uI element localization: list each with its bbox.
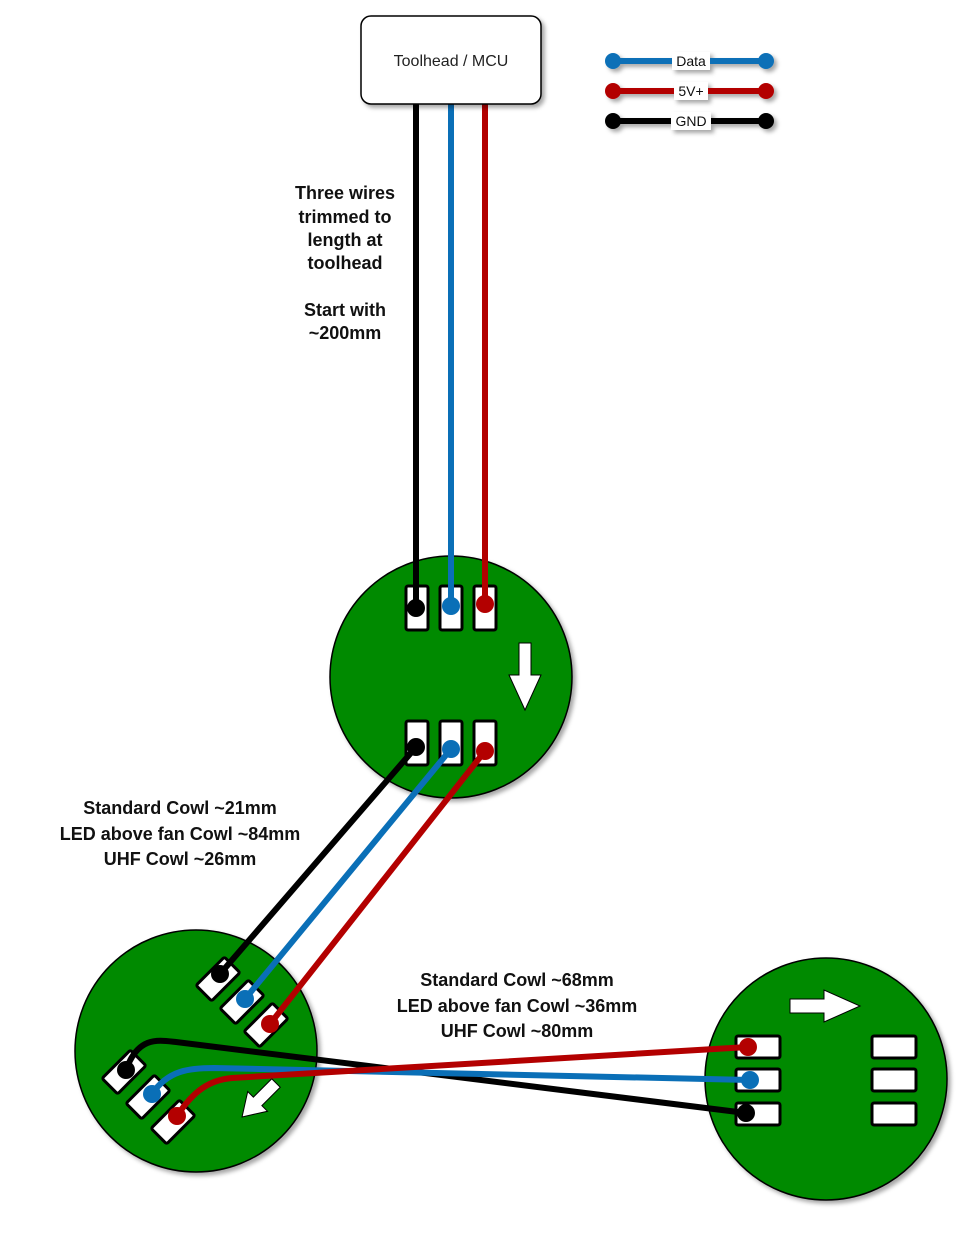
board-3-pad-out-1 (870, 1034, 918, 1060)
solder-5v-2b (261, 1015, 279, 1033)
note-bottom-line-3: UHF Cowl ~80mm (441, 1021, 594, 1041)
legend-item-gnd: GND (605, 112, 774, 130)
legend-label-gnd: GND (675, 113, 706, 129)
wires-board-1-to-board-2 (211, 738, 494, 1033)
note-middle-line-2: LED above fan Cowl ~84mm (60, 824, 301, 844)
note-top-line-3: length at (308, 230, 383, 250)
legend-label-data: Data (676, 53, 706, 69)
board-1-direction-arrow-icon (508, 642, 542, 712)
note-top-line-7: ~200mm (309, 323, 382, 343)
note-top-line-2: trimmed to (298, 207, 391, 227)
note-top-line-4: toolhead (308, 253, 383, 273)
legend-item-5v: 5V+ (605, 82, 774, 100)
solder-5v-2a (476, 742, 494, 760)
note-bottom-line-2: LED above fan Cowl ~36mm (397, 996, 638, 1016)
note-top-wires: Three wires trimmed to length at toolhea… (295, 183, 395, 343)
legend-item-data: Data (605, 52, 774, 70)
note-middle-line-1: Standard Cowl ~21mm (83, 798, 277, 818)
solder-data-3a (143, 1085, 161, 1103)
solder-gnd-3a (117, 1061, 135, 1079)
solder-5v-1 (476, 595, 494, 613)
solder-data-2b (236, 990, 254, 1008)
wire-data-3 (149, 1064, 753, 1097)
mcu-label: Toolhead / MCU (394, 53, 509, 70)
wires-board-2-to-board-3 (117, 1037, 759, 1125)
solder-gnd-3b (737, 1104, 755, 1122)
solder-5v-3a (168, 1107, 186, 1125)
board-3-pad-out-2 (870, 1067, 918, 1093)
note-middle-line-3: UHF Cowl ~26mm (104, 849, 257, 869)
note-bottom-wires: Standard Cowl ~68mm LED above fan Cowl ~… (397, 970, 638, 1041)
solder-data-3b (741, 1071, 759, 1089)
note-top-line-1: Three wires (295, 183, 395, 203)
note-bottom-line-1: Standard Cowl ~68mm (420, 970, 614, 990)
legend: Data 5V+ GND (605, 52, 774, 130)
wire-gnd-2 (217, 744, 419, 977)
note-top-line-6: Start with (304, 300, 386, 320)
note-middle-wires: Standard Cowl ~21mm LED above fan Cowl ~… (60, 798, 301, 869)
wire-5v-3 (174, 1044, 751, 1119)
board-2-direction-arrow-icon (241, 1078, 281, 1118)
board-3-output-pads (870, 1034, 918, 1127)
wires-mcu-to-board-1 (407, 101, 494, 617)
wire-5v-2 (267, 748, 488, 1027)
solder-gnd-1 (407, 599, 425, 617)
solder-data-1 (442, 597, 460, 615)
solder-gnd-2b (211, 965, 229, 983)
legend-label-5v: 5V+ (678, 83, 703, 99)
led-board-2 (74, 929, 318, 1173)
wire-data-2 (242, 746, 454, 1002)
mcu-box: Toolhead / MCU (360, 15, 542, 105)
board-3-pad-out-3 (870, 1101, 918, 1127)
solder-data-2a (442, 740, 460, 758)
solder-5v-3b (739, 1038, 757, 1056)
wire-gnd-3 (123, 1037, 749, 1116)
board-3-direction-arrow-icon (789, 989, 862, 1023)
solder-gnd-2a (407, 738, 425, 756)
